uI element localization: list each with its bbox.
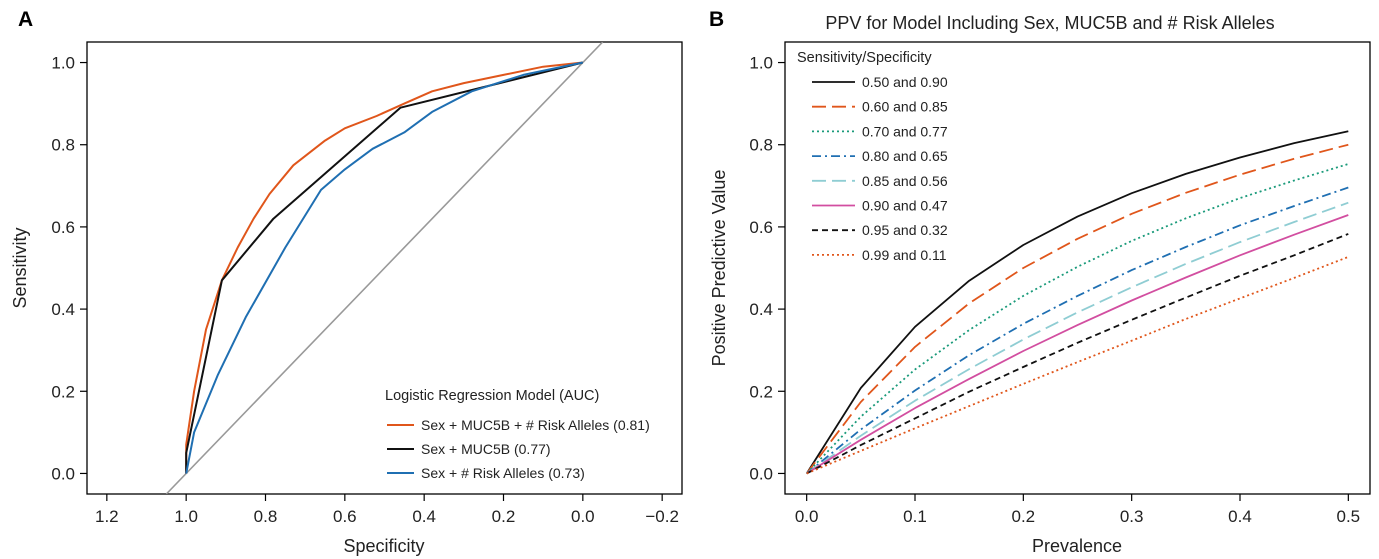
panel-b-plot-frame <box>784 41 1371 495</box>
panel-b-x-tick-label: 0.4 <box>1228 507 1252 526</box>
panel-a-x-axis: 1.2 1.0 0.8 0.6 0.4 0.2 0.0 −0.2 <box>95 494 679 526</box>
panel-a-x-tick-label: 0.6 <box>333 507 357 526</box>
panel-b-y-axis-title: Positive Predictive Value <box>709 170 729 367</box>
panel-a-x-tick-label: 1.2 <box>95 507 119 526</box>
panel-b-series-line-3 <box>806 163 1349 475</box>
panel-a-x-tick-label: 0.2 <box>492 507 516 526</box>
panel-b-series <box>805 130 1349 475</box>
panel-b-y-tick-label: 0.2 <box>749 382 773 401</box>
panel-a-legend-entry: Sex + MUC5B + # Risk Alleles (0.81) <box>421 417 650 433</box>
panel-b-x-tick-label: 0.5 <box>1337 507 1361 526</box>
panel-b-y-tick-label: 0.6 <box>749 218 773 237</box>
panel-a-letter: A <box>18 8 33 31</box>
panel-a-series-line-2 <box>185 61 584 474</box>
panel-b-letter: B <box>709 8 724 31</box>
panel-b-series-line-8 <box>806 256 1349 475</box>
panel-b-title: PPV for Model Including Sex, MUC5B and #… <box>825 13 1274 33</box>
panel-b-series-line-1 <box>805 130 1349 474</box>
panel-a-y-tick-label: 0.6 <box>51 218 75 237</box>
panel-b-legend-entry: 0.85 and 0.56 <box>862 173 948 189</box>
panel-b-x-axis-title: Prevalence <box>1032 536 1122 556</box>
panel-b-y-tick-label: 0.8 <box>749 136 773 155</box>
panel-a-y-tick-label: 0.0 <box>51 464 75 483</box>
panel-b-legend-entry: 0.50 and 0.90 <box>862 74 948 90</box>
panel-b-legend-entry: 0.90 and 0.47 <box>862 198 948 214</box>
panel-a-legend: Logistic Regression Model (AUC) Sex + MU… <box>385 388 650 481</box>
panel-b-y-tick-label: 1.0 <box>749 54 773 73</box>
panel-b-y-tick-label: 0.0 <box>749 464 773 483</box>
panel-b-series-line-4 <box>806 186 1349 475</box>
panel-a-reference-line <box>165 42 604 494</box>
panel-b-x-tick-label: 0.3 <box>1120 507 1144 526</box>
panel-b: B PPV for Model Including Sex, MUC5B and… <box>709 8 1371 556</box>
panel-a-legend-title: Logistic Regression Model (AUC) <box>385 388 599 404</box>
panel-a-x-tick-label: 1.0 <box>174 507 198 526</box>
panel-b-legend-entry: 0.80 and 0.65 <box>862 148 948 164</box>
panel-b-legend-title: Sensitivity/Specificity <box>797 50 932 66</box>
panel-b-x-tick-label: 0.2 <box>1012 507 1036 526</box>
panel-b-legend-entry: 0.70 and 0.77 <box>862 123 948 139</box>
panel-a-x-tick-label: 0.4 <box>412 507 436 526</box>
panel-a-x-tick-label: 0.8 <box>254 507 278 526</box>
panel-b-series-line-2 <box>805 143 1349 475</box>
panel-b-series-line-6 <box>806 214 1349 475</box>
panel-a-plot-frame <box>86 41 683 495</box>
panel-a-x-tick-label: −0.2 <box>645 507 679 526</box>
panel-a-series-line-1 <box>185 61 583 474</box>
panel-b-x-tick-label: 0.1 <box>903 507 927 526</box>
panel-b-legend-entry: 0.95 and 0.32 <box>862 222 948 238</box>
panel-a-y-tick-label: 0.4 <box>51 300 75 319</box>
panel-a-y-tick-label: 0.8 <box>51 136 75 155</box>
panel-a-y-axis: 0.0 0.2 0.4 0.6 0.8 1.0 <box>51 54 87 483</box>
panel-a-diagonal-reference-line <box>165 42 604 494</box>
panel-b-x-tick-label: 0.0 <box>795 507 819 526</box>
panel-a-x-axis-title: Specificity <box>343 536 424 556</box>
panel-a-y-tick-label: 1.0 <box>51 54 75 73</box>
panel-b-x-axis: 0.0 0.1 0.2 0.3 0.4 0.5 <box>795 494 1360 526</box>
panel-b-y-axis: 0.0 0.2 0.4 0.6 0.8 1.0 <box>749 54 785 483</box>
panel-a-y-axis-title: Sensitivity <box>10 227 30 308</box>
panel-a: A 1.2 1.0 0.8 0.6 0.4 0.2 0.0 −0.2 0.0 0.2 0.4 0.6… <box>10 8 683 556</box>
panel-b-legend-entry: 0.99 and 0.11 <box>862 247 947 263</box>
panel-b-y-tick-label: 0.4 <box>749 300 773 319</box>
panel-b-series-line-5 <box>806 201 1349 475</box>
panel-a-legend-entry: Sex + MUC5B (0.77) <box>421 441 551 457</box>
panel-b-legend-entry: 0.60 and 0.85 <box>862 99 948 115</box>
panel-a-legend-entry: Sex + # Risk Alleles (0.73) <box>421 465 585 481</box>
panel-a-y-tick-label: 0.2 <box>51 382 75 401</box>
panel-a-series-line-3 <box>185 61 584 474</box>
panel-b-series-line-7 <box>806 233 1349 475</box>
panel-a-series <box>185 61 584 474</box>
panel-a-x-tick-label: 0.0 <box>571 507 595 526</box>
panel-b-legend: Sensitivity/Specificity 0.50 and 0.90 0.6… <box>797 50 948 263</box>
